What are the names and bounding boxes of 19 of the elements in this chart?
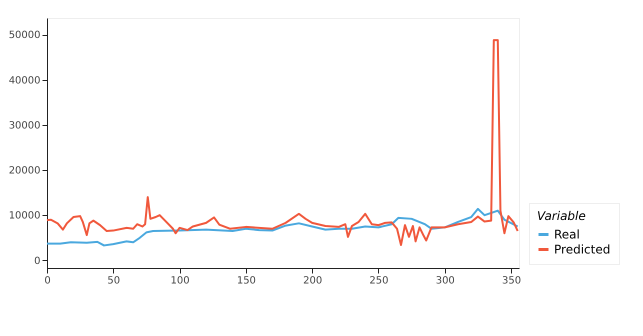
y-tick-label: 0 <box>34 256 40 267</box>
legend-title: Variable <box>537 209 586 223</box>
x-tick-label: 150 <box>236 276 256 286</box>
x-tick-label: 250 <box>369 276 389 286</box>
legend-label: Real <box>554 228 580 242</box>
line-series <box>46 39 519 246</box>
y-tick-label: 30000 <box>8 120 40 132</box>
y-tick-label: 20000 <box>8 166 40 177</box>
y-tick-label: 40000 <box>8 75 40 86</box>
legend-label: Predicted <box>554 242 610 256</box>
y-tick-label: 10000 <box>8 210 40 222</box>
x-tick-label: 100 <box>170 276 190 286</box>
x-tick-label: 0 <box>44 276 51 286</box>
x-tick-label: 200 <box>303 276 322 286</box>
line-series <box>46 208 519 246</box>
y-tick-label: 50000 <box>8 30 40 42</box>
x-tick-label: 350 <box>502 276 522 286</box>
x-tick-label: 300 <box>436 276 455 286</box>
x-tick-label: 50 <box>107 276 120 286</box>
